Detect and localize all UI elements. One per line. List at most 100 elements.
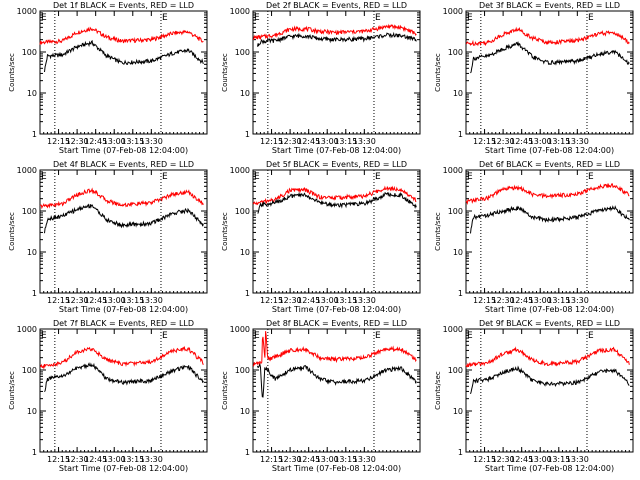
y-tick-label: 10: [240, 248, 250, 257]
panel-4: Det 4f BLACK = Events, RED = LLD 1 10 100 10…: [8, 160, 208, 314]
event-rate-series: [470, 365, 630, 395]
marker-label: E: [588, 172, 594, 182]
y-tick-label: 1: [458, 448, 463, 457]
y-tick-label: 10: [453, 407, 463, 416]
x-tick-label: 13:00: [316, 455, 339, 464]
panel-7: Det 7f BLACK = Events, RED = LLD 1 10 100 10…: [8, 319, 208, 473]
panel-title: Det 4f BLACK = Events, RED = LLD: [53, 160, 194, 169]
x-tick-label: 13:15: [547, 137, 570, 146]
event-rate-series: [470, 205, 630, 234]
x-tick-label: 13:30: [353, 137, 376, 146]
x-tick-label: 12:30: [492, 296, 515, 305]
x-tick-label: 13:30: [140, 137, 163, 146]
y-tick-label: 10: [453, 89, 463, 98]
marker-label: E: [162, 172, 168, 182]
marker-label: E: [375, 331, 381, 341]
y-tick-label: 1000: [17, 325, 37, 334]
y-tick-label: 1000: [230, 7, 250, 16]
y-tick-label: 100: [235, 207, 250, 216]
lld-rate-series: [252, 185, 417, 206]
panel-1: Det 1f BLACK = Events, RED = LLD 1 10 100 10…: [8, 1, 208, 155]
x-tick-label: 13:00: [529, 137, 552, 146]
y-tick-label: 10: [240, 407, 250, 416]
x-tick-label: 12:15: [260, 137, 283, 146]
x-tick-label: 13:00: [529, 296, 552, 305]
x-tick-label: 13:15: [334, 137, 357, 146]
x-tick-label: 13:15: [334, 455, 357, 464]
y-axis-label: Counts/sec: [8, 53, 16, 92]
plot-frame: [465, 328, 634, 453]
x-tick-label: 13:30: [566, 137, 589, 146]
y-axis-label: Counts/sec: [8, 212, 16, 251]
y-tick-label: 1: [245, 448, 250, 457]
y-tick-label: 10: [453, 248, 463, 257]
marker-label: E: [41, 172, 47, 182]
y-tick-label: 10: [27, 89, 37, 98]
y-tick-label: 10: [27, 248, 37, 257]
marker-label: E: [375, 172, 381, 182]
marker-label: E: [254, 331, 260, 341]
y-tick-label: 1000: [443, 325, 463, 334]
x-tick-label: 12:45: [510, 455, 533, 464]
x-axis-label: Start Time (07-Feb-08 12:04:00): [59, 305, 188, 314]
panel-5: Det 5f BLACK = Events, RED = LLD 1 10 100 10…: [221, 160, 421, 314]
y-tick-label: 1000: [443, 7, 463, 16]
plot-frame: [252, 169, 421, 294]
x-tick-label: 13:00: [316, 137, 339, 146]
x-tick-label: 12:45: [297, 137, 320, 146]
y-tick-label: 1000: [17, 166, 37, 175]
event-rate-series: [257, 31, 417, 47]
y-tick-label: 100: [448, 48, 463, 57]
x-axis-label: Start Time (07-Feb-08 12:04:00): [485, 464, 614, 473]
event-rate-series: [44, 39, 204, 73]
event-rate-series: [257, 191, 417, 214]
x-tick-label: 13:15: [547, 296, 570, 305]
marker-label: E: [162, 331, 168, 341]
y-axis-label: Counts/sec: [434, 212, 442, 251]
y-tick-label: 1000: [230, 166, 250, 175]
x-tick-label: 13:30: [140, 455, 163, 464]
marker-label: E: [41, 331, 47, 341]
y-tick-label: 10: [240, 89, 250, 98]
x-tick-label: 13:15: [334, 296, 357, 305]
lld-rate-series: [39, 187, 204, 210]
panel-title: Det 2f BLACK = Events, RED = LLD: [266, 1, 407, 10]
plot-frame: [465, 10, 634, 135]
marker-label: E: [467, 13, 473, 23]
plot-frame: [39, 328, 208, 453]
x-tick-label: 13:00: [103, 455, 126, 464]
panel-title: Det 3f BLACK = Events, RED = LLD: [479, 1, 620, 10]
y-tick-label: 1: [245, 130, 250, 139]
lld-rate-series: [465, 182, 630, 206]
x-tick-label: 12:30: [279, 296, 302, 305]
x-tick-label: 13:30: [140, 296, 163, 305]
y-tick-label: 100: [235, 48, 250, 57]
lld-rate-series: [252, 331, 417, 367]
plot-frame: [465, 169, 634, 294]
plot-frame: [252, 328, 421, 453]
x-tick-label: 13:00: [103, 296, 126, 305]
x-tick-label: 12:15: [473, 137, 496, 146]
panel-6: Det 6f BLACK = Events, RED = LLD 1 10 100 10…: [434, 160, 634, 314]
panel-2: Det 2f BLACK = Events, RED = LLD 1 10 100 10…: [221, 1, 421, 155]
y-tick-label: 1000: [17, 7, 37, 16]
y-axis-label: Counts/sec: [221, 371, 229, 410]
x-tick-label: 12:30: [492, 137, 515, 146]
marker-label: E: [41, 13, 47, 23]
y-tick-label: 1: [32, 130, 37, 139]
y-tick-label: 1: [458, 130, 463, 139]
x-tick-label: 13:15: [121, 296, 144, 305]
x-tick-label: 13:15: [121, 137, 144, 146]
x-tick-label: 12:15: [47, 455, 70, 464]
x-tick-label: 13:00: [103, 137, 126, 146]
x-tick-label: 13:30: [566, 296, 589, 305]
y-axis-label: Counts/sec: [434, 53, 442, 92]
event-rate-series: [257, 363, 417, 398]
marker-label: E: [254, 172, 260, 182]
y-tick-label: 1: [32, 289, 37, 298]
x-tick-label: 12:30: [66, 296, 89, 305]
marker-label: E: [162, 13, 168, 23]
x-tick-label: 12:45: [297, 455, 320, 464]
plot-frame: [39, 10, 208, 135]
